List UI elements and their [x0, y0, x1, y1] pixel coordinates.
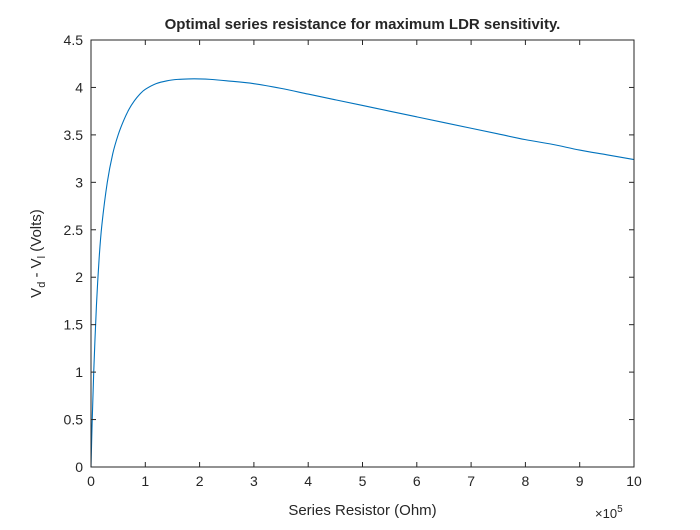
- chart-title: Optimal series resistance for maximum LD…: [165, 16, 561, 33]
- y-tick-label: 2.5: [64, 222, 84, 238]
- x-tick-label: 9: [576, 473, 584, 489]
- series-line: [90, 78, 635, 468]
- y-axis-label: Vd - Vl (Volts): [28, 209, 48, 298]
- x-exponent-base: ×10: [595, 506, 617, 521]
- axes-box: [90, 39, 635, 468]
- x-exponent-label: ×105: [595, 504, 623, 521]
- y-tick-label: 0.5: [64, 412, 84, 428]
- axes-background: [91, 40, 634, 467]
- y-tick-label: 1: [75, 364, 83, 380]
- y-label-sub2: l: [36, 256, 48, 258]
- x-tick-label: 10: [626, 473, 642, 489]
- x-tick-label: 2: [196, 473, 204, 489]
- x-tick-label: 3: [250, 473, 258, 489]
- y-label-end: (Volts): [28, 209, 45, 256]
- y-tick-label: 4.5: [64, 32, 84, 48]
- x-exponent-power: 5: [617, 504, 623, 515]
- y-tick-label: 3: [75, 174, 83, 190]
- ticks: 0 1 2 3 4 5 6 7 8 9 10 0 0.5 1 1.5 2 2.5 3 3.5 4 4.5: [64, 32, 642, 489]
- x-axis-label: Series Resistor (Ohm): [288, 502, 436, 519]
- x-tick-label: 6: [413, 473, 421, 489]
- x-tick-label: 4: [304, 473, 312, 489]
- y-tick-label: 0: [75, 459, 83, 475]
- x-tick-label: 1: [141, 473, 149, 489]
- x-tick-label: 5: [359, 473, 367, 489]
- y-tick-label: 3.5: [64, 127, 84, 143]
- y-label-mid: - V: [28, 258, 45, 281]
- y-tick-label: 4: [75, 79, 83, 95]
- x-tick-label: 0: [87, 473, 95, 489]
- y-label-sub1: d: [36, 282, 48, 288]
- y-label-v1: V: [28, 288, 45, 298]
- plot-area: [90, 78, 635, 468]
- x-tick-label: 8: [522, 473, 530, 489]
- y-tick-label: 1.5: [64, 317, 84, 333]
- x-tick-label: 7: [467, 473, 475, 489]
- y-tick-label: 2: [75, 269, 83, 285]
